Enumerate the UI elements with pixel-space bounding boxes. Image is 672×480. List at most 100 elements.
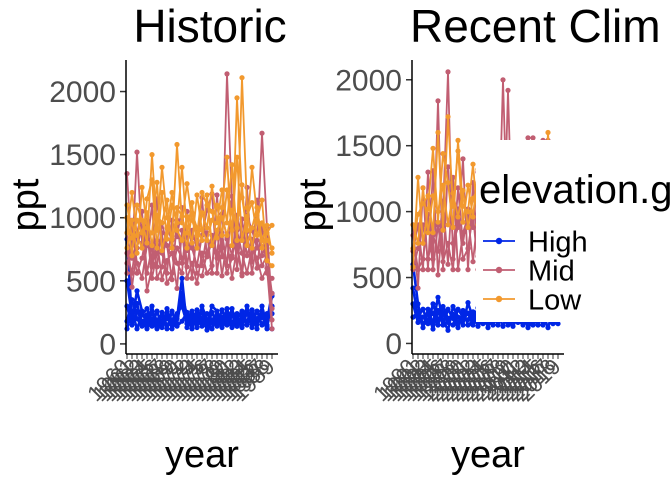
data-point-mid — [224, 270, 230, 276]
data-point-mid — [435, 248, 441, 254]
data-point-low — [129, 217, 135, 223]
data-point-high — [139, 323, 145, 329]
data-point-mid — [124, 260, 130, 266]
data-point-low — [224, 232, 230, 238]
data-point-low — [450, 224, 456, 230]
data-point-mid — [124, 270, 130, 276]
data-point-low — [154, 179, 160, 185]
data-point-high — [465, 300, 471, 306]
data-point-mid — [194, 270, 200, 276]
data-point-high — [154, 308, 160, 314]
data-point-low — [249, 225, 255, 231]
data-point-low — [229, 162, 235, 168]
series-layer — [124, 71, 275, 333]
data-point-low — [239, 237, 245, 243]
data-point-low — [435, 209, 441, 215]
data-point-low — [184, 245, 190, 251]
data-point-mid — [204, 270, 210, 276]
data-point-mid — [425, 256, 431, 262]
data-point-low — [254, 205, 260, 211]
data-point-low — [134, 202, 140, 208]
data-point-mid — [204, 250, 210, 256]
panel-title: Historic — [133, 0, 286, 52]
data-point-high — [525, 325, 531, 331]
data-point-high — [189, 308, 195, 314]
data-point-mid — [239, 273, 245, 279]
data-point-low — [234, 237, 240, 243]
data-point-high — [445, 319, 451, 325]
data-point-low — [199, 189, 205, 196]
data-point-low — [174, 227, 180, 233]
data-point-low — [239, 182, 245, 188]
data-point-low — [465, 224, 471, 230]
data-point-high — [169, 326, 175, 332]
data-point-high — [450, 322, 456, 328]
data-point-high — [209, 303, 215, 309]
data-point-mid — [149, 275, 155, 281]
data-point-mid — [435, 272, 441, 278]
y-axis-title: ppt — [5, 178, 47, 231]
data-point-low — [420, 240, 426, 246]
data-point-high — [164, 306, 170, 312]
data-point-high — [189, 326, 195, 332]
data-point-high — [159, 309, 165, 315]
data-point-mid — [440, 267, 446, 273]
data-point-high — [149, 303, 155, 309]
data-point-low — [184, 181, 190, 187]
data-point-low — [209, 208, 215, 214]
data-point-low — [129, 235, 135, 241]
data-point-high — [460, 307, 466, 314]
series-line-mid — [126, 229, 273, 329]
data-point-mid — [234, 245, 240, 251]
data-point-mid — [199, 250, 205, 256]
data-point-low — [179, 237, 185, 243]
data-point-mid — [189, 275, 195, 281]
y-tick-label: 1500 — [49, 139, 116, 172]
data-point-low — [219, 232, 225, 238]
data-point-mid — [219, 245, 225, 251]
data-point-low — [440, 227, 446, 233]
data-point-mid — [455, 185, 461, 191]
data-point-low — [234, 154, 240, 160]
data-point-low — [229, 227, 235, 233]
data-point-high — [259, 322, 265, 328]
data-point-high — [239, 322, 245, 328]
data-point-low — [219, 215, 225, 221]
data-point-high — [194, 317, 200, 323]
data-point-mid — [179, 255, 185, 261]
data-point-mid — [129, 284, 135, 290]
data-point-mid — [415, 267, 421, 273]
data-point-low — [129, 253, 135, 259]
data-point-mid — [224, 236, 230, 242]
data-point-low — [229, 207, 235, 213]
data-point-mid — [134, 149, 140, 155]
data-point-high — [189, 322, 195, 328]
data-point-high — [174, 323, 180, 329]
data-point-high — [425, 306, 431, 312]
data-point-mid — [425, 169, 431, 175]
data-point-low — [214, 227, 220, 233]
data-point-low — [169, 245, 175, 251]
data-point-low — [139, 217, 145, 223]
data-point-low — [264, 222, 270, 228]
data-point-high — [244, 322, 250, 328]
data-point-mid — [154, 275, 160, 281]
data-point-high — [209, 317, 215, 323]
data-point-high — [415, 309, 421, 315]
x-axis-title: year — [451, 434, 525, 476]
data-point-low — [440, 182, 446, 188]
data-point-high — [259, 312, 265, 318]
data-point-low — [164, 225, 170, 231]
data-point-mid — [189, 260, 195, 266]
data-point-mid — [259, 275, 265, 281]
data-point-low — [154, 245, 160, 251]
data-point-mid — [174, 285, 180, 291]
data-point-high — [179, 318, 185, 324]
data-point-mid — [124, 171, 130, 177]
data-point-mid — [244, 270, 250, 276]
data-point-high — [550, 321, 556, 327]
data-point-mid — [194, 280, 200, 286]
data-point-high — [204, 327, 210, 333]
data-point-low — [259, 220, 265, 226]
